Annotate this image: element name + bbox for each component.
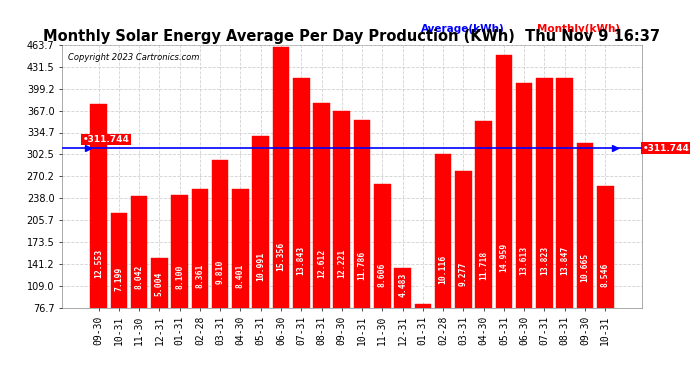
Text: 11.786: 11.786	[357, 250, 366, 279]
Text: 8.042: 8.042	[135, 264, 144, 289]
Bar	[293, 78, 310, 360]
Bar	[131, 196, 148, 360]
Bar	[455, 171, 472, 360]
Text: 8.546: 8.546	[601, 263, 610, 288]
Text: 10.116: 10.116	[439, 254, 448, 284]
Bar	[394, 268, 411, 360]
Bar	[333, 111, 350, 360]
Bar	[151, 258, 168, 360]
Text: 8.606: 8.606	[378, 263, 387, 287]
Text: 8.361: 8.361	[195, 264, 204, 288]
Text: 12.612: 12.612	[317, 248, 326, 278]
Text: 9.810: 9.810	[216, 260, 225, 284]
Text: 13.823: 13.823	[540, 245, 549, 274]
Text: 7.199: 7.199	[115, 266, 124, 291]
Text: 11.718: 11.718	[479, 251, 488, 280]
Text: 13.847: 13.847	[560, 245, 569, 274]
Text: Copyright 2023 Cartronics.com: Copyright 2023 Cartronics.com	[68, 53, 199, 62]
Text: 8.401: 8.401	[236, 263, 245, 288]
Bar	[212, 160, 228, 360]
Bar	[495, 55, 512, 360]
Bar	[516, 82, 533, 360]
Text: 8.100: 8.100	[175, 264, 184, 288]
Bar	[171, 195, 188, 360]
Bar	[110, 213, 127, 360]
Bar	[313, 103, 330, 360]
Text: 15.356: 15.356	[277, 242, 286, 271]
Text: 2.719: 2.719	[418, 277, 427, 302]
Text: 13.613: 13.613	[520, 246, 529, 275]
Title: Monthly Solar Energy Average Per Day Production (KWh)  Thu Nov 9 16:37: Monthly Solar Energy Average Per Day Pro…	[43, 29, 660, 44]
Text: 10.665: 10.665	[580, 253, 589, 282]
Text: Average(kWh): Average(kWh)	[422, 24, 505, 34]
Text: 10.991: 10.991	[256, 252, 265, 282]
Bar	[597, 186, 613, 360]
Text: 13.843: 13.843	[297, 245, 306, 274]
Bar	[354, 120, 371, 360]
Text: •311.744: •311.744	[82, 135, 129, 144]
Bar	[536, 78, 553, 360]
Bar	[435, 154, 451, 360]
Bar	[192, 189, 208, 360]
Bar	[90, 104, 107, 360]
Bar	[475, 121, 492, 360]
Bar	[415, 304, 431, 360]
Text: 14.959: 14.959	[500, 243, 509, 272]
Text: •311.744: •311.744	[642, 144, 689, 153]
Text: 5.004: 5.004	[155, 272, 164, 296]
Bar	[374, 184, 391, 360]
Bar	[232, 189, 249, 360]
Bar	[556, 78, 573, 360]
Bar	[253, 136, 269, 360]
Bar	[577, 142, 593, 360]
Text: Monthly(kWh): Monthly(kWh)	[538, 24, 620, 34]
Text: 12.221: 12.221	[337, 249, 346, 279]
Text: 12.553: 12.553	[94, 248, 103, 278]
Bar	[273, 47, 289, 360]
Text: 4.483: 4.483	[398, 273, 407, 297]
Text: 9.277: 9.277	[459, 261, 468, 286]
